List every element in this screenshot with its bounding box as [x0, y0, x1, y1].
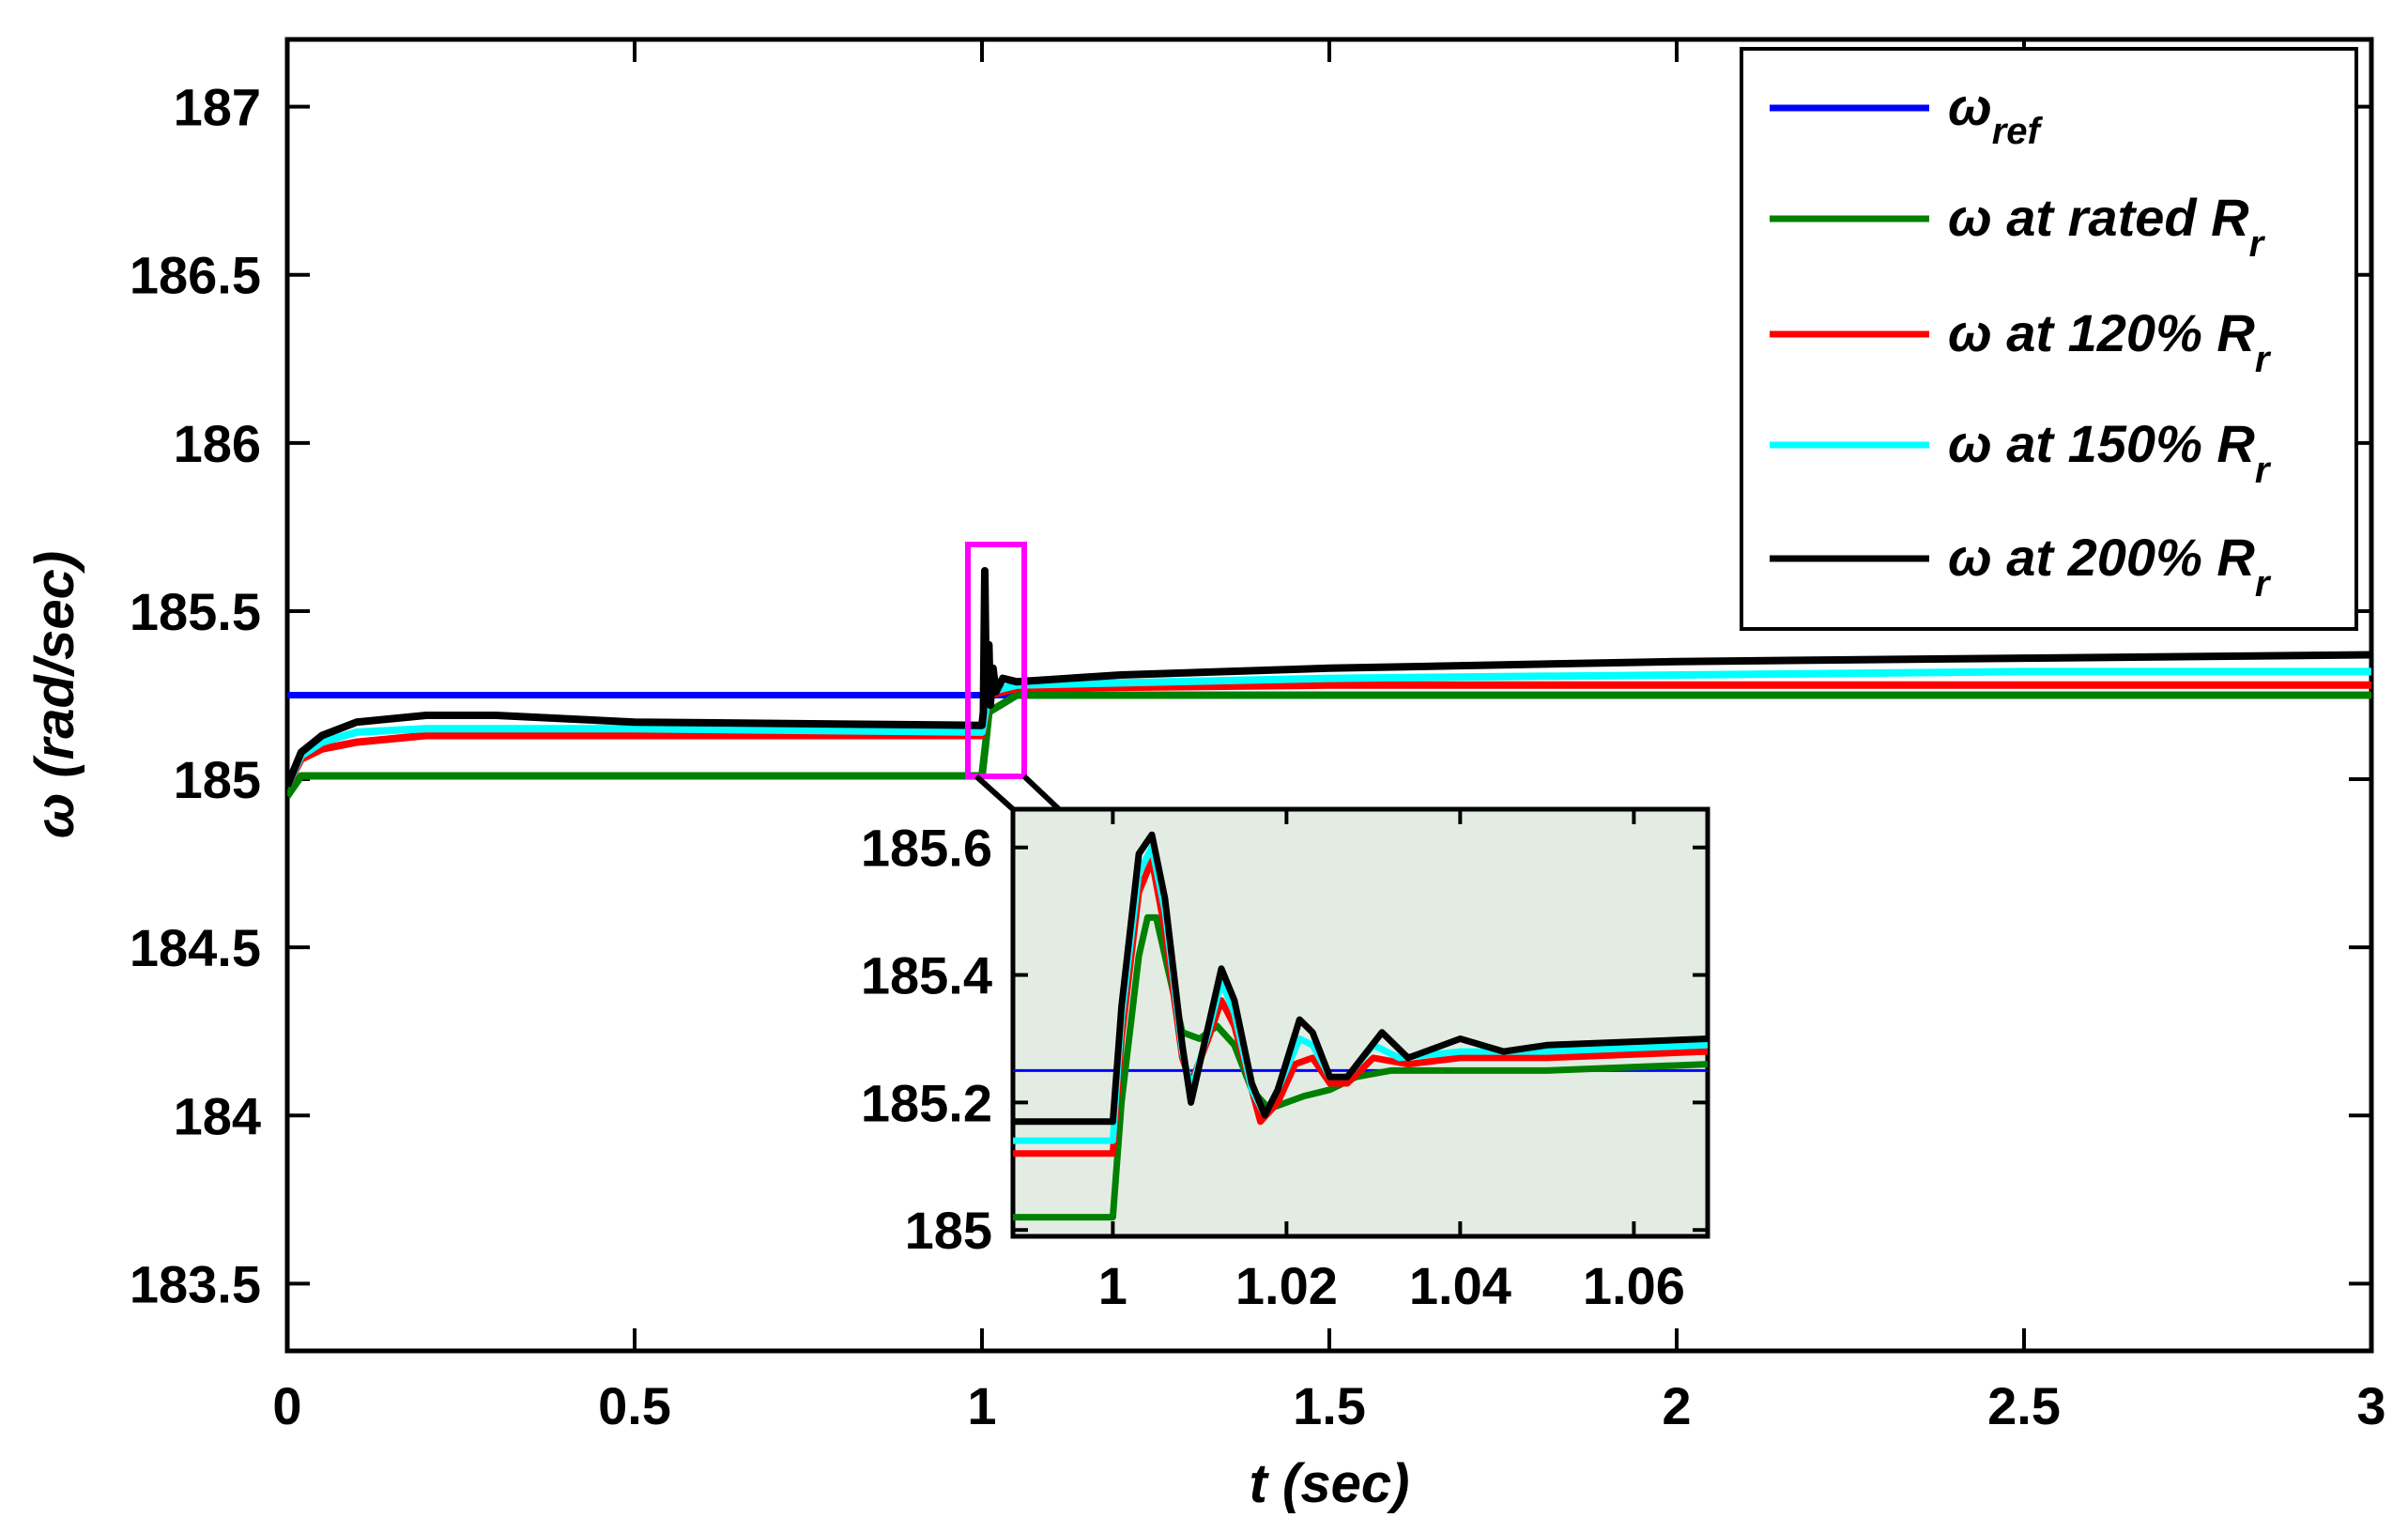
legend-label-200-sub: r — [2255, 563, 2272, 605]
legend-label-200: ω at 200% Rr — [1948, 528, 2272, 605]
inset-series-lines — [1013, 831, 1708, 1221]
main-ytick-label: 186 — [174, 414, 261, 473]
x-axis-title: t (sec) — [1250, 1453, 1410, 1514]
main-xtick-labels: 0 0.5 1 1.5 2 2.5 3 — [272, 1376, 2385, 1435]
legend-label-rated-main: ω at rated R — [1948, 188, 2249, 247]
inset-xtick-label: 1.02 — [1235, 1256, 1338, 1315]
legend-label-120-main: ω at 120% R — [1948, 303, 2255, 362]
legend-label-200-main: ω at 200% R — [1948, 528, 2255, 587]
inset-ytick-label: 185.2 — [861, 1073, 992, 1132]
legend-box — [1740, 47, 2358, 631]
main-xtick-label: 1.5 — [1293, 1376, 1366, 1435]
inset-ytick-label: 185 — [905, 1201, 992, 1260]
legend-label-150-sub: r — [2255, 450, 2272, 491]
main-ytick-label: 184 — [174, 1086, 261, 1145]
main-xtick-label: 1 — [967, 1376, 996, 1435]
main-ytick-label: 185 — [174, 750, 261, 809]
main-ytick-labels: 183.5 184 184.5 185 185.5 186 186.5 187 — [130, 78, 261, 1314]
main-series-p150-line — [287, 667, 2371, 788]
legend-label-150-main: ω at 150% R — [1948, 414, 2255, 473]
zoom-highlight-box — [965, 542, 1027, 779]
inset-series-p200-line — [1013, 831, 1708, 1126]
main-ytick-label: 184.5 — [130, 918, 261, 977]
zoom-connector-right — [1021, 774, 1062, 812]
y-axis-title: ω (rad/sec) — [24, 551, 85, 838]
inset-ytick-label: 185.4 — [861, 946, 992, 1005]
main-ytick-label: 183.5 — [130, 1254, 261, 1313]
inset-xtick-label: 1.04 — [1409, 1256, 1511, 1315]
main-xtick-label: 2 — [1662, 1376, 1691, 1435]
inset-xtick-label: 1 — [1098, 1256, 1127, 1315]
main-xtick-label: 3 — [2356, 1376, 2385, 1435]
zoom-connector-left — [974, 774, 1016, 812]
legend-label-ref: ωref — [1948, 77, 2044, 152]
main-series-lines — [287, 567, 2371, 799]
main-ytick-label: 186.5 — [130, 246, 261, 305]
inset-ytick-labels: 185 185.2 185.4 185.6 — [861, 819, 992, 1260]
main-ytick-label: 185.5 — [130, 582, 261, 641]
legend-label-150: ω at 150% Rr — [1948, 414, 2272, 491]
inset-xtick-label: 1.06 — [1583, 1256, 1685, 1315]
legend-label-120: ω at 120% Rr — [1948, 303, 2272, 380]
inset-ytick-label: 185.6 — [861, 819, 992, 878]
main-series-rated-line — [287, 691, 2371, 799]
main-ytick-label: 187 — [174, 78, 261, 137]
inset-ticks — [1013, 809, 1708, 1236]
main-series-p200-line — [287, 567, 2371, 788]
main-xtick-label: 2.5 — [1987, 1376, 2061, 1435]
main-series-p120-line — [287, 681, 2371, 789]
legend-label-rated: ω at rated Rr — [1948, 188, 2266, 265]
legend-label-ref-main: ω — [1948, 77, 1992, 136]
legend-label-ref-sub: ref — [1992, 111, 2044, 152]
legend-label-120-sub: r — [2255, 339, 2272, 380]
legend-label-rated-sub: r — [2249, 223, 2266, 265]
main-xtick-label: 0 — [272, 1376, 301, 1435]
legend: ωref ω at rated Rr ω at 120% Rr ω at 150… — [1740, 47, 2358, 631]
main-xtick-label: 0.5 — [598, 1376, 671, 1435]
inset-xtick-labels: 1 1.02 1.04 1.06 — [1098, 1256, 1685, 1315]
